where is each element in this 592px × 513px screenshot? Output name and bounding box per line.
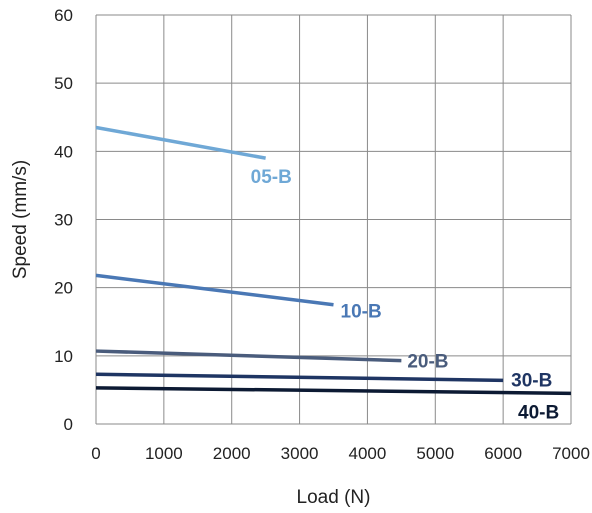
y-tick-label: 40 xyxy=(54,142,73,161)
series-line-40-B xyxy=(95,386,572,396)
y-tick-labels: 0 10 20 30 40 50 60 xyxy=(54,6,73,434)
x-tick-label: 7000 xyxy=(552,444,590,463)
x-tick-label: 2000 xyxy=(213,444,251,463)
x-tick-label: 0 xyxy=(91,444,100,463)
series-lines xyxy=(95,125,572,396)
y-tick-label: 20 xyxy=(54,279,73,298)
series-label-10-B: 10-B xyxy=(341,302,382,323)
series-labels: 05-B 10-B 20-B 30-B 40-B xyxy=(251,167,560,423)
y-axis-title: Speed (mm/s) xyxy=(10,160,31,279)
series-line-30-B xyxy=(95,372,504,383)
y-tick-label: 10 xyxy=(54,347,73,366)
series-line-05-B xyxy=(95,125,266,160)
x-tick-label: 4000 xyxy=(349,444,387,463)
series-label-30-B: 30-B xyxy=(511,370,552,391)
series-line-10-B xyxy=(95,273,334,307)
x-axis-title: Load (N) xyxy=(297,487,371,508)
x-tick-label: 3000 xyxy=(281,444,319,463)
series-label-05-B: 05-B xyxy=(251,167,292,188)
x-tick-label: 1000 xyxy=(145,444,183,463)
series-label-20-B: 20-B xyxy=(407,352,448,373)
x-tick-label: 5000 xyxy=(416,444,454,463)
series-label-40-B: 40-B xyxy=(518,402,559,423)
x-tick-labels: 0 1000 2000 3000 4000 5000 6000 7000 xyxy=(91,444,590,463)
y-tick-label: 0 xyxy=(64,415,73,434)
y-tick-label: 60 xyxy=(54,6,73,25)
x-tick-label: 6000 xyxy=(484,444,522,463)
grid xyxy=(95,14,572,425)
y-tick-label: 50 xyxy=(54,74,73,93)
series-line-20-B xyxy=(95,349,402,363)
y-tick-label: 30 xyxy=(54,211,73,230)
